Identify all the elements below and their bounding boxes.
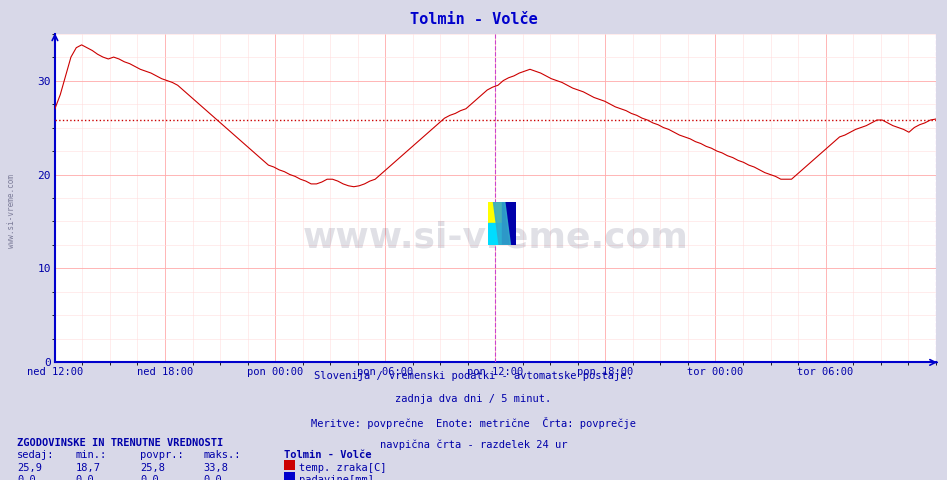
Text: Tolmin - Volče: Tolmin - Volče (410, 12, 537, 27)
Text: sedaj:: sedaj: (17, 450, 55, 460)
Text: www.si-vreme.com: www.si-vreme.com (302, 220, 688, 254)
Text: Slovenija / vremenski podatki - avtomatske postaje.: Slovenija / vremenski podatki - avtomats… (314, 371, 633, 381)
Bar (488, 223, 502, 245)
Text: Tolmin - Volče: Tolmin - Volče (284, 450, 371, 460)
Bar (502, 202, 516, 245)
Text: min.:: min.: (76, 450, 107, 460)
Text: Meritve: povprečne  Enote: metrične  Črta: povprečje: Meritve: povprečne Enote: metrične Črta:… (311, 417, 636, 429)
Bar (488, 202, 502, 223)
Text: padavine[mm]: padavine[mm] (299, 475, 374, 480)
Text: zadnja dva dni / 5 minut.: zadnja dva dni / 5 minut. (396, 394, 551, 404)
Text: www.si-vreme.com: www.si-vreme.com (7, 174, 16, 248)
Text: 25,8: 25,8 (140, 463, 165, 473)
Text: 0,0: 0,0 (140, 475, 159, 480)
Text: 0,0: 0,0 (204, 475, 223, 480)
Text: 18,7: 18,7 (76, 463, 100, 473)
Text: 33,8: 33,8 (204, 463, 228, 473)
Text: 0,0: 0,0 (76, 475, 95, 480)
Polygon shape (493, 202, 510, 245)
Text: ZGODOVINSKE IN TRENUTNE VREDNOSTI: ZGODOVINSKE IN TRENUTNE VREDNOSTI (17, 438, 223, 448)
Text: 0,0: 0,0 (17, 475, 36, 480)
Text: maks.:: maks.: (204, 450, 241, 460)
Text: navpična črta - razdelek 24 ur: navpična črta - razdelek 24 ur (380, 440, 567, 450)
Text: povpr.:: povpr.: (140, 450, 184, 460)
Text: temp. zraka[C]: temp. zraka[C] (299, 463, 386, 473)
Text: 25,9: 25,9 (17, 463, 42, 473)
